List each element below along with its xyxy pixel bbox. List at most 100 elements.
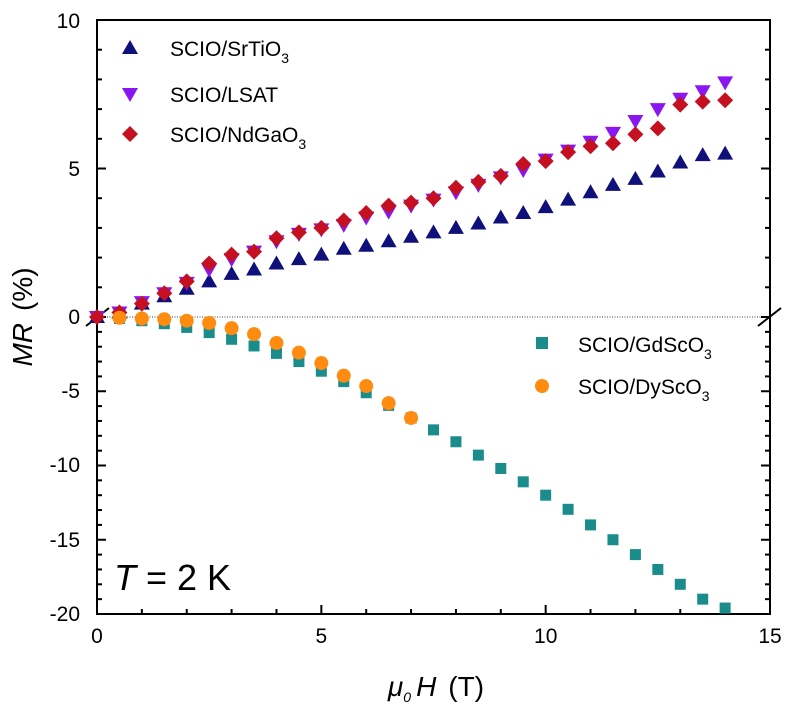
data-point-scio-lsat bbox=[694, 85, 711, 100]
legend-marker-srtio3 bbox=[122, 40, 138, 54]
data-point-scio-srtio3 bbox=[604, 176, 621, 191]
data-point-scio-srtio3 bbox=[694, 147, 711, 162]
data-point-scio-ndgao3 bbox=[246, 243, 263, 260]
data-point-scio-ndgao3 bbox=[156, 285, 173, 302]
data-point-scio-gdsco3 bbox=[697, 593, 709, 605]
temperature-annotation: T = 2 K bbox=[114, 557, 231, 598]
data-point-scio-gdsco3 bbox=[629, 549, 641, 561]
y-axis-var: MR bbox=[7, 323, 38, 367]
data-point-scio-ndgao3 bbox=[672, 96, 689, 113]
data-point-scio-srtio3 bbox=[582, 184, 599, 199]
x-tick-label-0: 0 bbox=[91, 625, 103, 648]
data-point-scio-srtio3 bbox=[470, 215, 487, 230]
data-point-scio-srtio3 bbox=[560, 191, 577, 206]
legend-ndgao3-sub: 3 bbox=[298, 136, 306, 152]
legend-lower: SCIO/GdScO3 SCIO/DyScO3 bbox=[535, 334, 712, 404]
data-point-scio-dysco3 bbox=[224, 321, 239, 336]
data-point-scio-srtio3 bbox=[290, 251, 307, 266]
x-axis-title: μ0 H (T) bbox=[387, 671, 484, 705]
data-point-scio-srtio3 bbox=[380, 233, 397, 248]
data-point-scio-srtio3 bbox=[335, 240, 352, 255]
data-point-scio-ndgao3 bbox=[290, 224, 307, 241]
data-point-scio-lsat bbox=[604, 126, 621, 141]
x-axis-mu: μ bbox=[387, 671, 403, 702]
data-point-scio-srtio3 bbox=[672, 154, 689, 169]
data-point-scio-dysco3 bbox=[291, 345, 306, 360]
data-point-scio-ndgao3 bbox=[515, 156, 532, 173]
data-point-scio-gdsco3 bbox=[540, 489, 552, 501]
data-point-scio-dysco3 bbox=[157, 312, 172, 327]
data-point-scio-ndgao3 bbox=[380, 197, 397, 214]
y-tick-label-neg5: -5 bbox=[61, 380, 80, 403]
data-point-scio-ndgao3 bbox=[582, 138, 599, 155]
data-point-scio-gdsco3 bbox=[652, 563, 664, 575]
data-point-scio-srtio3 bbox=[201, 273, 218, 288]
data-point-scio-ndgao3 bbox=[268, 230, 285, 247]
data-point-scio-ndgao3 bbox=[694, 93, 711, 110]
data-point-scio-srtio3 bbox=[246, 261, 263, 276]
data-point-scio-srtio3 bbox=[649, 163, 666, 178]
y-axis-title: MR (%) bbox=[7, 267, 38, 366]
legend-marker-gdsco3 bbox=[536, 337, 548, 349]
data-point-scio-ndgao3 bbox=[313, 219, 330, 236]
legend-gdsco3-base: SCIO/GdScO bbox=[578, 334, 704, 357]
legend-dysco3-sub: 3 bbox=[702, 388, 710, 404]
data-point-scio-ndgao3 bbox=[604, 135, 621, 152]
x-tick-label-10: 10 bbox=[534, 625, 557, 648]
data-point-scio-srtio3 bbox=[358, 237, 375, 252]
data-point-scio-ndgao3 bbox=[649, 120, 666, 137]
data-point-scio-lsat bbox=[717, 76, 734, 91]
data-point-scio-ndgao3 bbox=[717, 92, 734, 109]
data-point-scio-srtio3 bbox=[537, 199, 554, 214]
data-point-scio-gdsco3 bbox=[293, 356, 305, 368]
data-point-scio-ndgao3 bbox=[425, 190, 442, 207]
data-point-scio-ndgao3 bbox=[133, 295, 150, 312]
data-point-scio-srtio3 bbox=[717, 145, 734, 160]
data-point-scio-dysco3 bbox=[202, 315, 217, 330]
temp-value: = 2 K bbox=[136, 557, 231, 598]
data-point-scio-srtio3 bbox=[313, 246, 330, 261]
legend-label-ndgao3: SCIO/NdGaO3 bbox=[170, 124, 306, 152]
data-point-scio-ndgao3 bbox=[447, 179, 464, 196]
data-point-scio-dysco3 bbox=[179, 313, 194, 328]
legend-label-dysco3: SCIO/DyScO3 bbox=[578, 376, 710, 404]
y-tick-label-5: 5 bbox=[68, 158, 80, 181]
legend-upper: SCIO/SrTiO3 SCIO/LSAT SCIO/NdGaO3 bbox=[122, 38, 306, 152]
data-point-scio-ndgao3 bbox=[89, 309, 105, 325]
data-point-scio-srtio3 bbox=[627, 170, 644, 185]
data-point-scio-ndgao3 bbox=[627, 126, 644, 143]
x-axis-unit: (T) bbox=[448, 671, 484, 702]
data-point-scio-lsat bbox=[649, 103, 666, 118]
y-tick-label-0: 0 bbox=[68, 306, 80, 329]
data-point-scio-dysco3 bbox=[359, 379, 374, 394]
data-point-scio-gdsco3 bbox=[472, 449, 484, 461]
data-point-scio-gdsco3 bbox=[428, 424, 439, 436]
data-point-scio-dysco3 bbox=[381, 396, 396, 411]
data-point-scio-gdsco3 bbox=[450, 436, 462, 448]
y-tick-label-neg15: -15 bbox=[50, 529, 80, 552]
legend-label-srtio3: SCIO/SrTiO3 bbox=[170, 38, 289, 66]
legend-srtio3-sub: 3 bbox=[281, 50, 289, 66]
legend-gdsco3-sub: 3 bbox=[704, 346, 712, 362]
data-point-scio-ndgao3 bbox=[223, 246, 240, 263]
data-point-scio-gdsco3 bbox=[607, 534, 619, 546]
data-point-scio-gdsco3 bbox=[315, 365, 327, 377]
data-point-scio-srtio3 bbox=[425, 224, 442, 239]
data-point-scio-gdsco3 bbox=[674, 578, 686, 590]
tick-group bbox=[96, 19, 771, 615]
y-tick-label-neg20: -20 bbox=[50, 603, 80, 626]
data-point-scio-gdsco3 bbox=[203, 327, 215, 339]
x-axis-var: H bbox=[416, 671, 437, 702]
legend-marker-dysco3 bbox=[535, 379, 549, 393]
data-point-scio-ndgao3 bbox=[201, 255, 218, 272]
data-point-scio-ndgao3 bbox=[492, 167, 509, 184]
data-point-scio-gdsco3 bbox=[585, 519, 597, 531]
y-axis-unit: (%) bbox=[7, 267, 38, 311]
legend-marker-lsat bbox=[122, 88, 138, 102]
data-point-scio-gdsco3 bbox=[226, 333, 238, 345]
legend-dysco3-base: SCIO/DyScO bbox=[578, 376, 702, 399]
data-point-scio-dysco3 bbox=[247, 327, 262, 342]
legend-label-gdsco3: SCIO/GdScO3 bbox=[578, 334, 712, 362]
data-point-scio-gdsco3 bbox=[270, 347, 282, 359]
